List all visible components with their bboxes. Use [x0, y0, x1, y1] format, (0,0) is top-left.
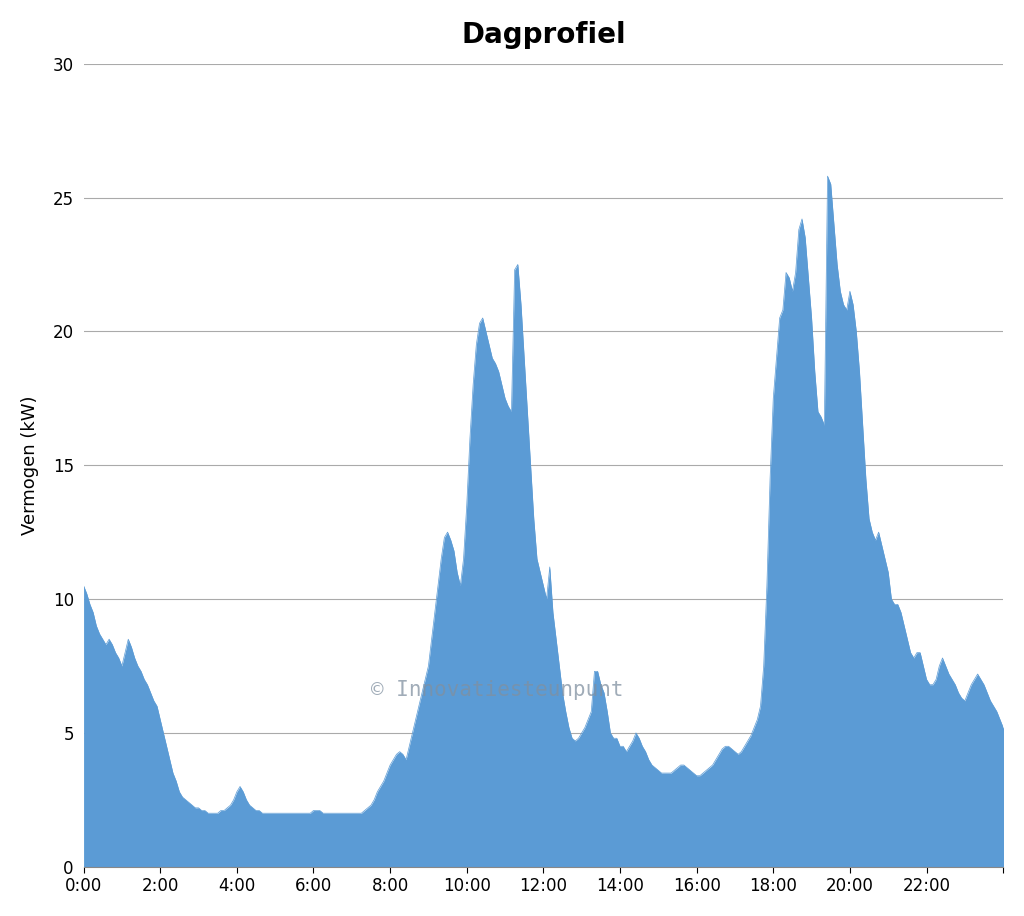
Text: © Innovatiesteunpunt: © Innovatiesteunpunt — [371, 680, 624, 700]
Title: Dagprofiel: Dagprofiel — [461, 21, 626, 49]
Y-axis label: Vermogen (kW): Vermogen (kW) — [20, 396, 39, 535]
